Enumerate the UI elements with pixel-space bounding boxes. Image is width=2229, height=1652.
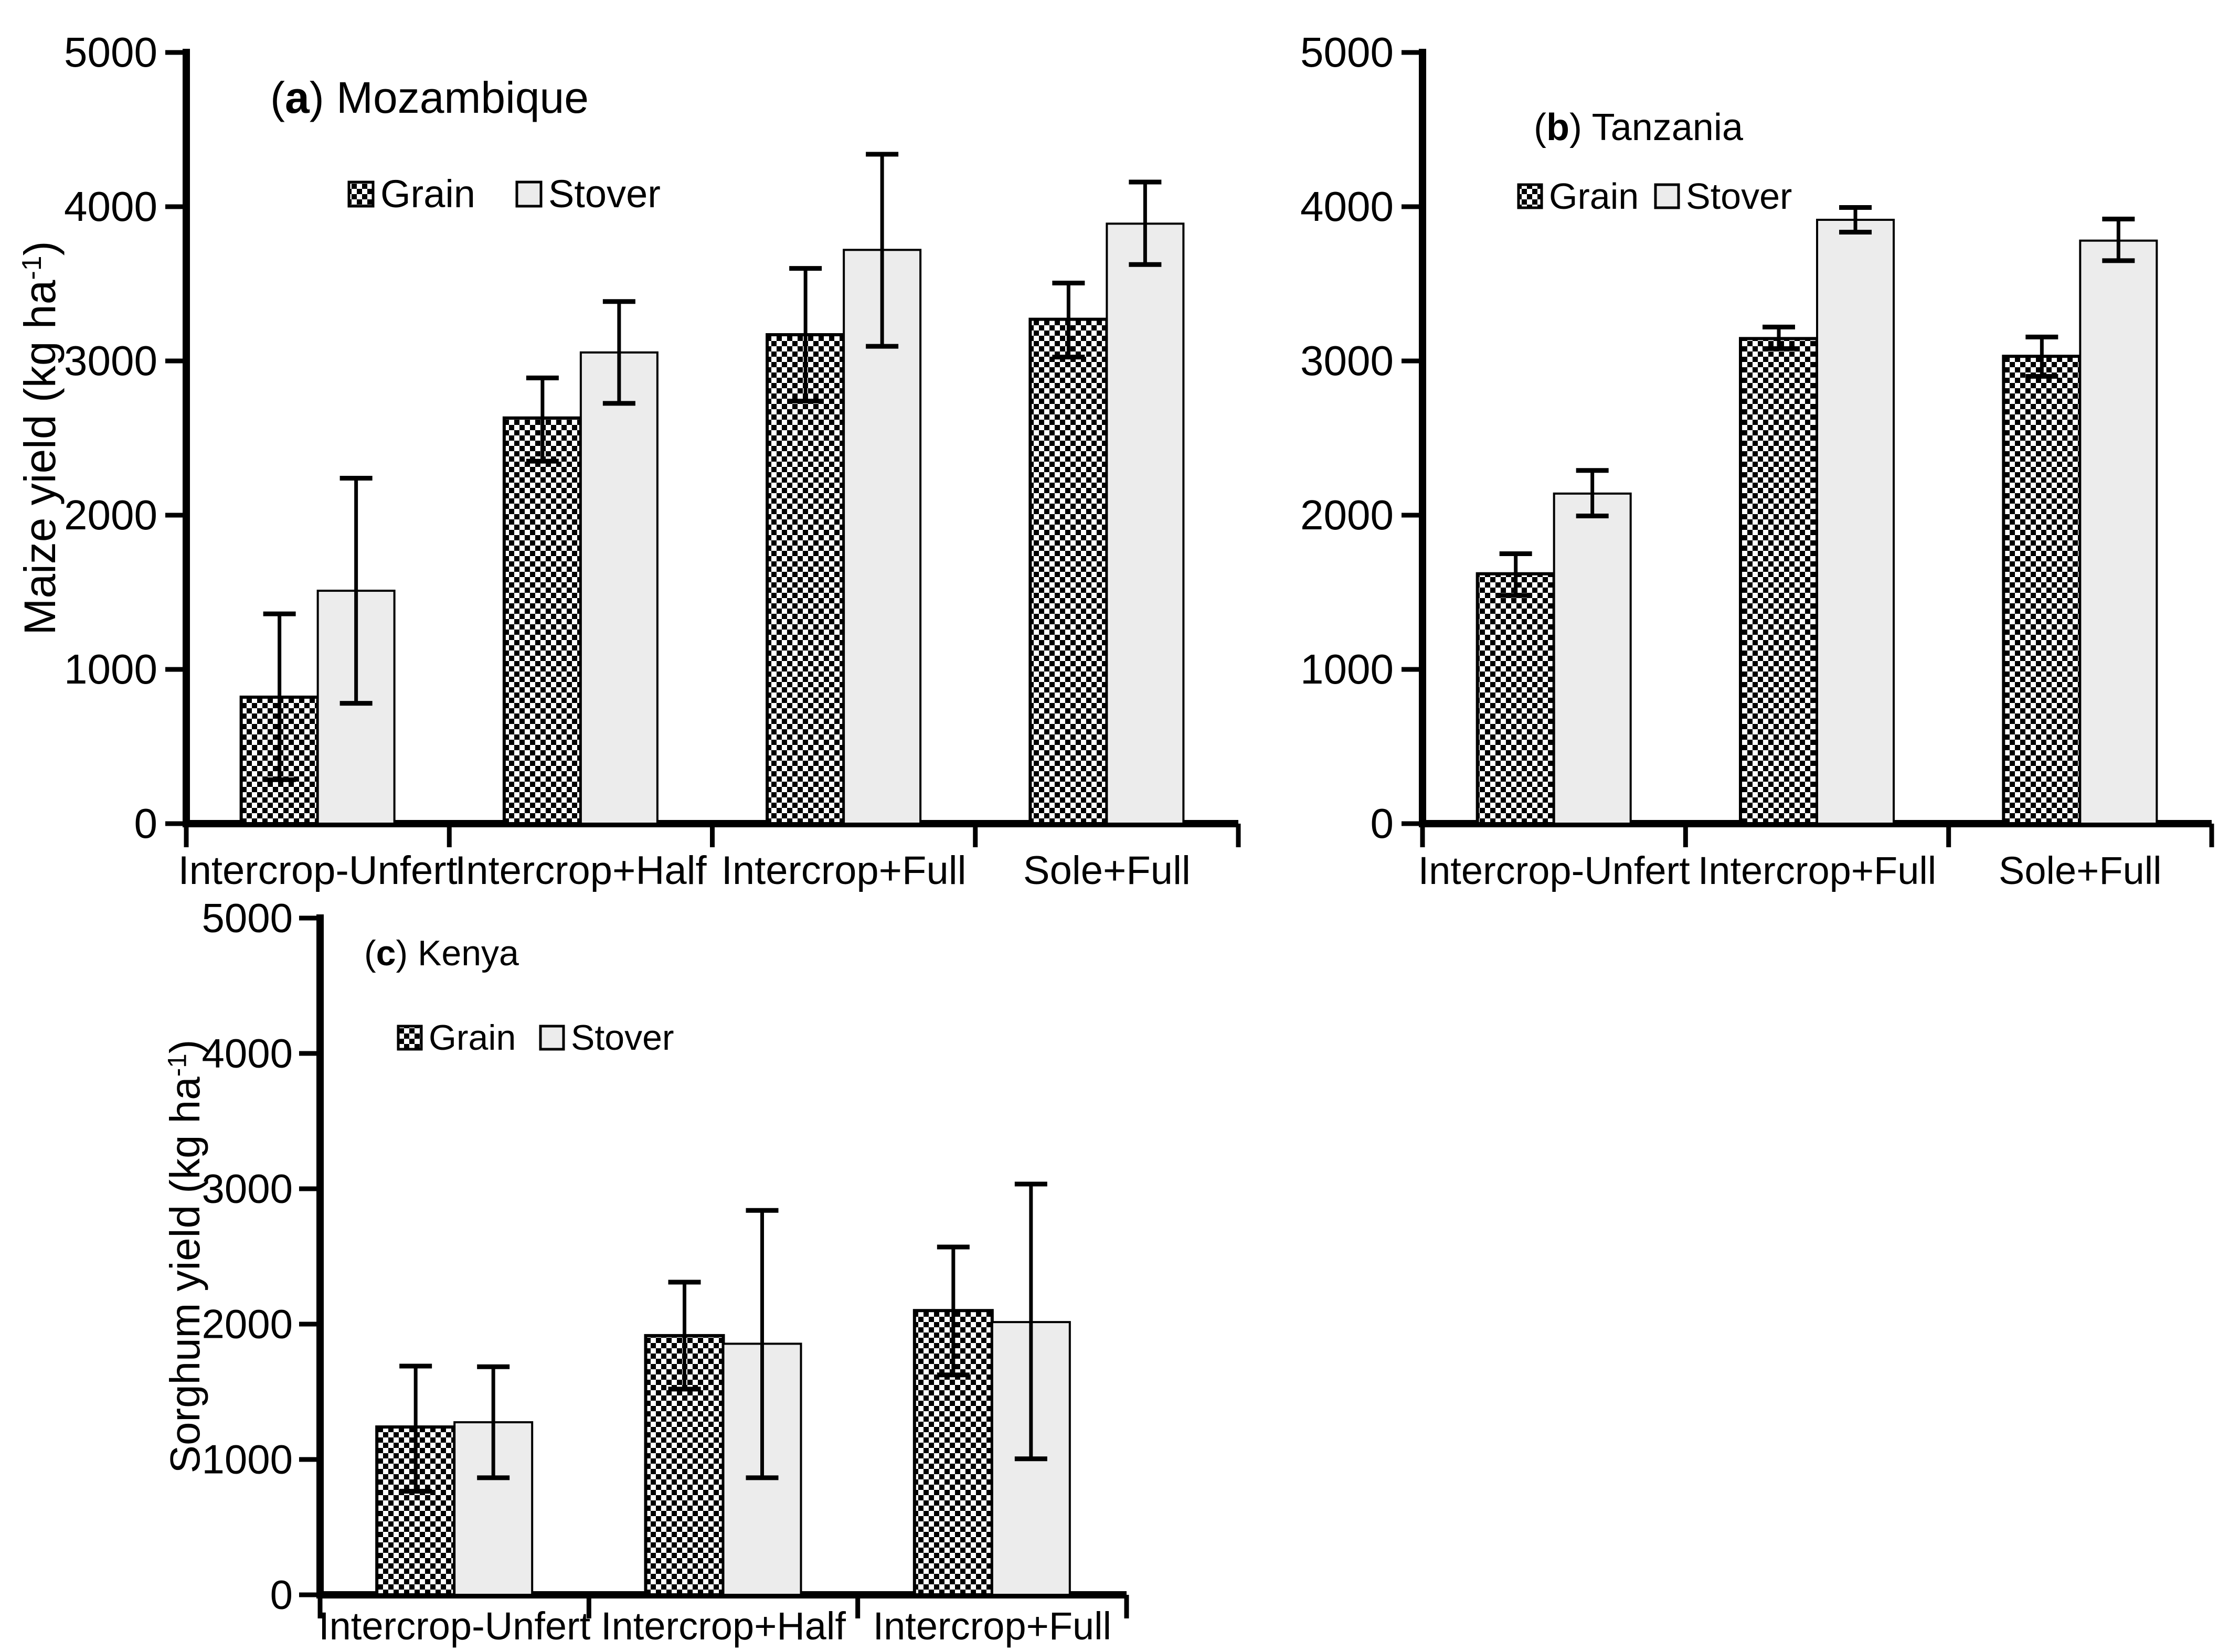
- bar-grain: [1476, 572, 1556, 825]
- y-tick-label: 4000: [201, 1030, 293, 1077]
- legend-label-grain: Grain: [1549, 176, 1639, 217]
- y-tick-label: 2000: [64, 492, 157, 538]
- x-category-label: Intercrop-Unfert: [1418, 849, 1691, 892]
- x-category-label: Intercrop-Unfert: [178, 848, 458, 892]
- y-tick-label: 4000: [64, 183, 157, 230]
- y-tick-label: 4000: [1300, 183, 1394, 230]
- bar-grain: [502, 416, 582, 825]
- y-tick-label: 3000: [201, 1166, 293, 1212]
- panel-title: (b) Tanzania: [1534, 106, 1744, 148]
- bar-stover: [1816, 218, 1895, 825]
- y-tick-label: 0: [134, 800, 158, 847]
- legend-label-stover: Stover: [1686, 176, 1792, 217]
- legend-swatch-grain: [397, 1025, 423, 1051]
- legend-swatch-stover: [515, 180, 543, 208]
- bar-stover: [579, 351, 659, 825]
- panel-title: (c) Kenya: [364, 933, 519, 973]
- x-category-label: Intercrop+Half: [601, 1604, 846, 1648]
- x-category-label: Intercrop+Full: [1698, 849, 1936, 892]
- bar-stover: [316, 590, 396, 825]
- legend-label-grain: Grain: [429, 1018, 516, 1058]
- y-tick-label: 3000: [64, 337, 157, 384]
- legend-label-stover: Stover: [548, 172, 661, 216]
- bar-grain: [2002, 355, 2082, 825]
- y-tick-label: 1000: [64, 646, 157, 692]
- x-category-label: Intercrop+Half: [455, 848, 707, 892]
- x-category-label: Sole+Full: [1023, 848, 1191, 892]
- y-tick-label: 1000: [1300, 646, 1394, 692]
- legend-swatch-grain: [1517, 183, 1543, 209]
- x-category-label: Intercrop+Full: [721, 848, 967, 892]
- y-tick-label: 2000: [201, 1301, 293, 1347]
- legend-label-grain: Grain: [380, 172, 475, 216]
- bar-grain: [1739, 337, 1819, 825]
- x-category-label: Sole+Full: [1999, 849, 2162, 892]
- chart-tanzania: 0 1000 2000 3000 4000 5000 Intercrop-Unfert Int…: [1300, 29, 2214, 892]
- bar-stover: [1106, 222, 1185, 825]
- y-tick-label: 5000: [64, 29, 157, 76]
- legend-swatch-stover: [1654, 183, 1680, 209]
- figure-top-row: 0 1000 2000 3000 4000 5000 Intercrop-Unfert Int…: [15, 29, 2214, 892]
- legend-swatch-stover: [539, 1025, 565, 1051]
- legend-swatch-grain: [347, 180, 375, 208]
- y-tick-label: 2000: [1300, 492, 1394, 538]
- chart-mozambique: 010002000300040005000Intercrop-UnfertInt…: [15, 29, 1241, 892]
- bar-stover: [1553, 492, 1632, 825]
- legend-label-stover: Stover: [571, 1018, 674, 1058]
- bar-stover: [2079, 239, 2158, 825]
- x-category-label: Intercrop-Unfert: [319, 1604, 591, 1648]
- y-tick-label: 5000: [1300, 29, 1394, 76]
- y-tick-label: 0: [1371, 800, 1394, 847]
- y-tick-label: 1000: [201, 1436, 293, 1483]
- y-axis-title: Maize yield (kg ha-1): [15, 241, 65, 635]
- bar-grain: [766, 333, 846, 825]
- y-tick-label: 5000: [201, 895, 293, 941]
- y-tick-label: 0: [270, 1572, 293, 1618]
- panel-title: (a) Mozambique: [270, 73, 589, 122]
- y-tick-label: 3000: [1300, 337, 1394, 384]
- x-category-label: Intercrop+Full: [873, 1604, 1111, 1648]
- y-axis-title: Sorghum yield (kg ha-1): [162, 1040, 208, 1474]
- figure-bottom-row: 0 1000 2000 3000 4000 5000 Intercrop-Unfert Int…: [0, 892, 2229, 1652]
- bar-grain: [1028, 317, 1109, 825]
